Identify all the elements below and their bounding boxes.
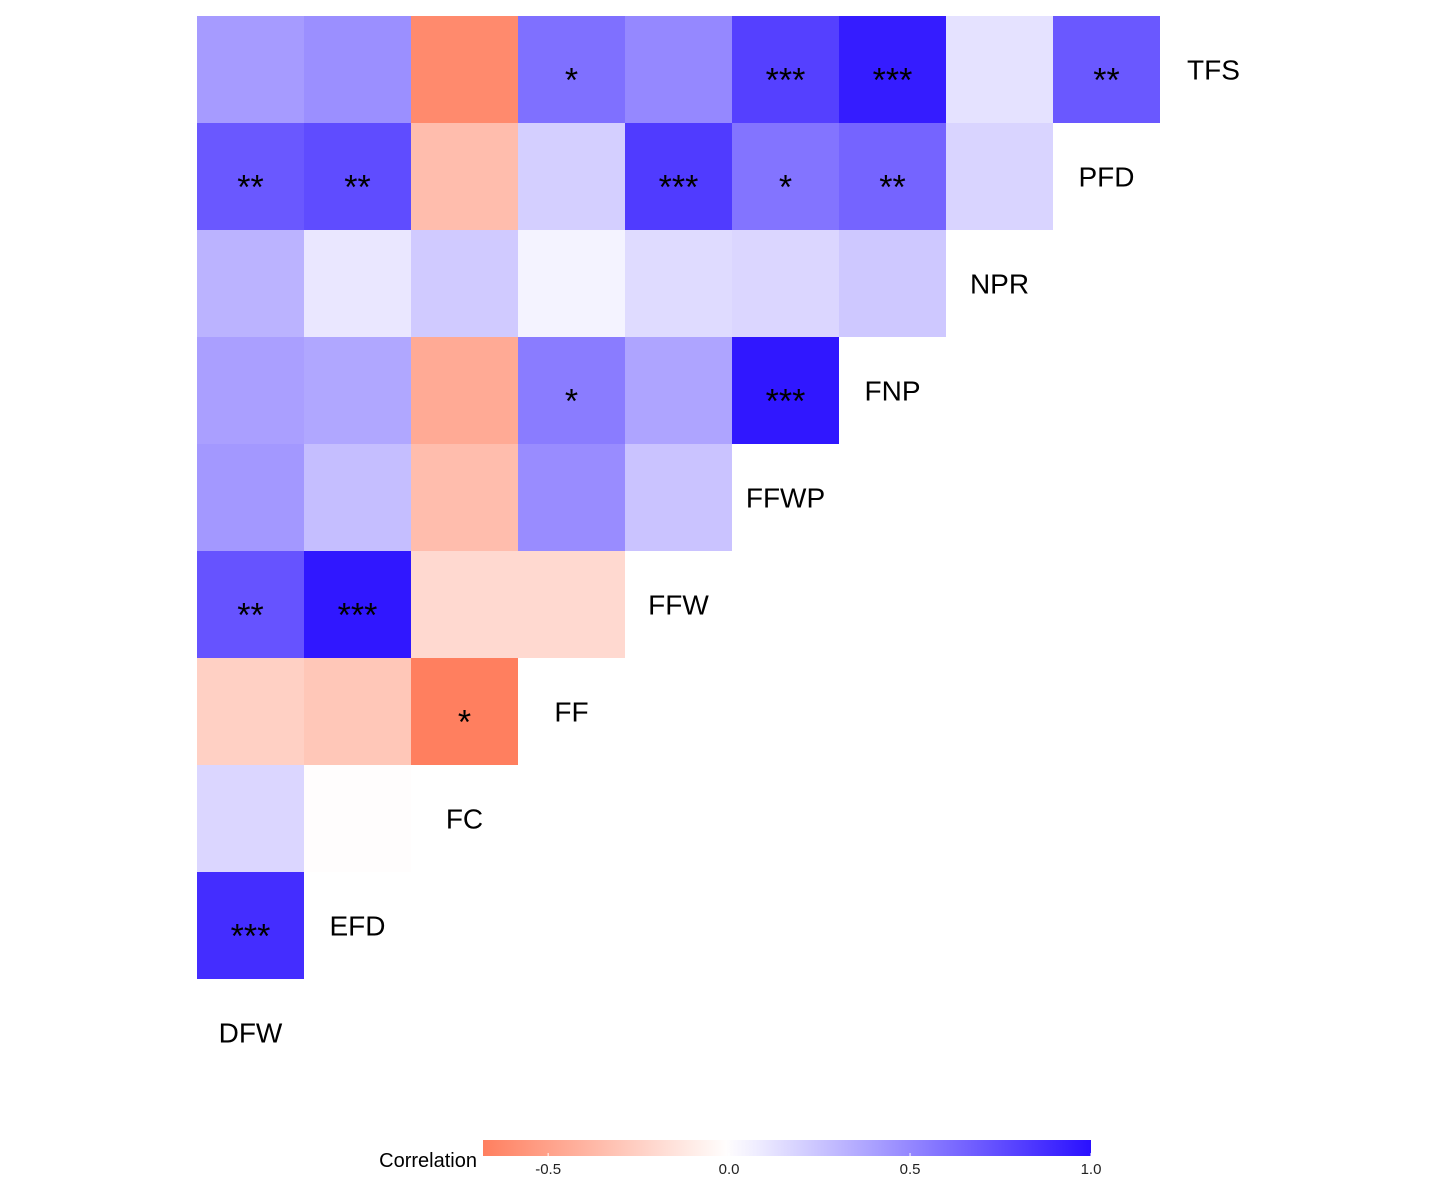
heatmap-cell-tfs-dfw (197, 16, 304, 123)
heatmap-cell-ffw-efd (304, 551, 411, 658)
legend-colorbar (483, 1140, 1091, 1156)
heatmap-cell-ffw-dfw (197, 551, 304, 658)
heatmap-cell-ffwp-efd (304, 444, 411, 551)
heatmap-cell-tfs-ffwp (732, 16, 839, 123)
heatmap-cell-pfd-npr (946, 123, 1053, 230)
heatmap-cell-tfs-ffw (625, 16, 732, 123)
heatmap-cell-fc-efd (304, 765, 411, 872)
color-legend: Correlation -0.5 0.0 0.5 1.0 (379, 1140, 1101, 1178)
heatmap-cell-pfd-fnp (839, 123, 946, 230)
significance-marker: ** (237, 597, 263, 635)
heatmap-cell-npr-ff (518, 230, 625, 337)
heatmap-cell-ff-fc (411, 658, 518, 765)
significance-marker: ** (344, 169, 370, 207)
heatmap-cell-tfs-npr (946, 16, 1053, 123)
heatmap-cell-pfd-ff (518, 123, 625, 230)
heatmap-cell-ff-efd (304, 658, 411, 765)
heatmap-cell-fnp-ff (518, 337, 625, 444)
legend-tick-label: -0.5 (535, 1161, 561, 1178)
heatmap-cell-ffwp-ff (518, 444, 625, 551)
significance-marker: * (458, 704, 471, 742)
significance-marker: *** (231, 918, 271, 956)
legend-ticks: -0.5 0.0 0.5 1.0 (535, 1153, 1101, 1178)
heatmap-cell-fc-dfw (197, 765, 304, 872)
significance-marker: *** (766, 383, 806, 421)
variable-label-dfw: DFW (219, 1018, 283, 1049)
heatmap-cell-ffwp-fc (411, 444, 518, 551)
significance-marker: * (565, 383, 578, 421)
variable-label-tfs: TFS (1187, 55, 1240, 86)
significance-marker: *** (873, 62, 913, 100)
heatmap-cell-fnp-fc (411, 337, 518, 444)
variable-label-fc: FC (446, 804, 483, 835)
heatmap-cell-pfd-efd (304, 123, 411, 230)
heatmap-cell-pfd-fc (411, 123, 518, 230)
significance-markers: * *** *** **** ** *** * *** ***** ******* (231, 62, 1120, 956)
heatmap-cell-ff-dfw (197, 658, 304, 765)
heatmap-cell-fnp-efd (304, 337, 411, 444)
heatmap-cell-fnp-dfw (197, 337, 304, 444)
heatmap-cell-ffwp-ffw (625, 444, 732, 551)
heatmap-cell-npr-efd (304, 230, 411, 337)
significance-marker: ** (879, 169, 905, 207)
significance-marker: ** (237, 169, 263, 207)
heatmap-cell-npr-fnp (839, 230, 946, 337)
heatmap-cell-tfs-fc (411, 16, 518, 123)
heatmap-cell-npr-dfw (197, 230, 304, 337)
heatmap-cell-ffw-fc (411, 551, 518, 658)
heatmap-cell-fnp-ffw (625, 337, 732, 444)
heatmap-cell-tfs-efd (304, 16, 411, 123)
significance-marker: *** (766, 62, 806, 100)
heatmap-cell-ffw-ff (518, 551, 625, 658)
significance-marker: *** (659, 169, 699, 207)
legend-tick-label: 0.5 (900, 1161, 921, 1178)
variable-label-ffw: FFW (648, 590, 709, 621)
heatmap-cell-tfs-fnp (839, 16, 946, 123)
significance-marker: *** (338, 597, 378, 635)
variable-label-npr: NPR (970, 269, 1029, 300)
significance-marker: * (779, 169, 792, 207)
heatmap-cell-npr-ffwp (732, 230, 839, 337)
variable-label-fnp: FNP (865, 376, 921, 407)
significance-marker: * (565, 62, 578, 100)
heatmap-cell-npr-ffw (625, 230, 732, 337)
heatmap-cell-pfd-dfw (197, 123, 304, 230)
heatmap-cell-pfd-ffw (625, 123, 732, 230)
heatmap-cell-ffwp-dfw (197, 444, 304, 551)
heatmap-cell-npr-fc (411, 230, 518, 337)
variable-label-pfd: PFD (1079, 162, 1135, 193)
legend-tick-label: 1.0 (1081, 1161, 1102, 1178)
significance-marker: ** (1093, 62, 1119, 100)
variable-labels: DFW EFD FC FF FFW FFWP FNP NPR PFD TFS (219, 55, 1240, 1049)
heatmap-cell-tfs-pfd (1053, 16, 1160, 123)
heatmap-cell-tfs-ff (518, 16, 625, 123)
legend-title: Correlation (379, 1150, 477, 1172)
legend-tick-label: 0.0 (719, 1161, 740, 1178)
heatmap-cell-efd-dfw (197, 872, 304, 979)
variable-label-efd: EFD (330, 911, 386, 942)
heatmap-cell-fnp-ffwp (732, 337, 839, 444)
heatmap-cells (197, 16, 1160, 979)
variable-label-ff: FF (554, 697, 588, 728)
variable-label-ffwp: FFWP (746, 483, 825, 514)
heatmap-cell-pfd-ffwp (732, 123, 839, 230)
